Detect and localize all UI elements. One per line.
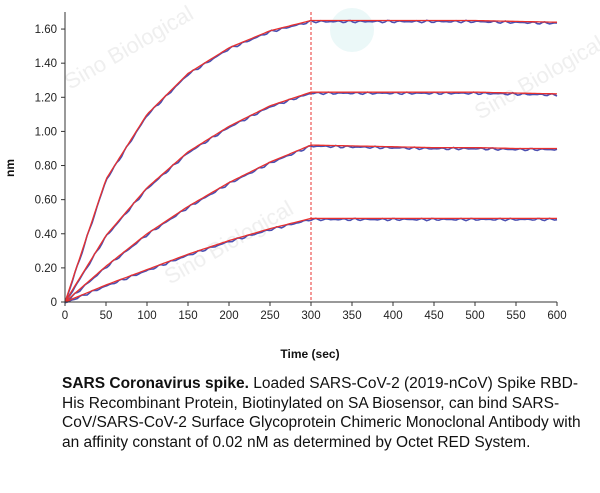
plot-layer bbox=[64, 12, 558, 304]
x-tick-label: 350 bbox=[342, 310, 361, 322]
data-curve-3 bbox=[64, 144, 558, 304]
y-tick-label: 1.60 bbox=[35, 24, 57, 36]
x-tick-label: 450 bbox=[424, 310, 443, 322]
x-tick-label: 0 bbox=[62, 310, 68, 322]
watermark-logo bbox=[330, 8, 374, 52]
x-tick-label: 150 bbox=[178, 310, 197, 322]
fit-curve-3 bbox=[64, 144, 557, 303]
fit-curve-1 bbox=[64, 19, 557, 303]
y-tick-label: 1.40 bbox=[35, 58, 57, 70]
binding-kinetics-chart: Sino Biological Sino Biological Sino Bio… bbox=[3, 1, 600, 361]
x-tick-label: 50 bbox=[100, 310, 113, 322]
watermark-text-1: Sino Biological bbox=[60, 1, 197, 95]
caption-bold: SARS Coronavirus spike. bbox=[62, 375, 249, 392]
x-tick-label: 550 bbox=[506, 310, 525, 322]
caption-text: Loaded SARS-CoV-2 (2019-nCoV) Spike RBD-… bbox=[62, 375, 581, 451]
y-tick-label: 0.20 bbox=[35, 263, 57, 275]
x-axis-label: Time (sec) bbox=[280, 347, 339, 361]
x-tick-label: 400 bbox=[383, 310, 402, 322]
y-tick-label: 0.60 bbox=[35, 195, 57, 207]
y-tick-label: 0.80 bbox=[35, 161, 57, 173]
x-tick-label: 500 bbox=[465, 310, 484, 322]
axes-layer: 0 50 100 150 200 250 300 350 400 450 500 550 600 0 0.2… bbox=[35, 12, 567, 322]
y-tick-label: 0 bbox=[51, 297, 57, 309]
y-tick-label: 0.40 bbox=[35, 229, 57, 241]
y-tick-label: 1.00 bbox=[35, 126, 57, 138]
x-tick-label: 200 bbox=[219, 310, 238, 322]
y-tick-label: 1.20 bbox=[35, 92, 57, 104]
x-tick-label: 600 bbox=[547, 310, 566, 322]
data-curve-4 bbox=[64, 217, 558, 304]
x-tick-label: 250 bbox=[260, 310, 279, 322]
watermark-text-3: Sino Biological bbox=[470, 31, 600, 125]
y-axis-label: nm bbox=[3, 159, 17, 177]
x-tick-label: 300 bbox=[301, 310, 320, 322]
figure-caption: SARS Coronavirus spike. Loaded SARS-CoV-… bbox=[62, 374, 592, 452]
x-tick-label: 100 bbox=[137, 310, 156, 322]
